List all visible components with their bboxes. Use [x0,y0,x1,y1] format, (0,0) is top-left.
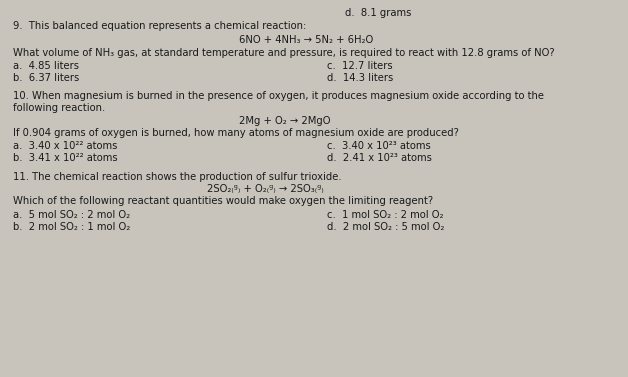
Text: b.  2 mol SO₂ : 1 mol O₂: b. 2 mol SO₂ : 1 mol O₂ [13,222,130,232]
Text: 6NO + 4NH₃ → 5N₂ + 6H₂O: 6NO + 4NH₃ → 5N₂ + 6H₂O [239,35,373,45]
Text: d.  8.1 grams: d. 8.1 grams [345,8,412,18]
Text: a.  3.40 x 10²² atoms: a. 3.40 x 10²² atoms [13,141,117,152]
Text: 2SO₂₍ᵍ₎ + O₂₍ᵍ₎ → 2SO₃₍ᵍ₎: 2SO₂₍ᵍ₎ + O₂₍ᵍ₎ → 2SO₃₍ᵍ₎ [207,184,324,194]
Text: 11. The chemical reaction shows the production of sulfur trioxide.: 11. The chemical reaction shows the prod… [13,172,341,182]
Text: b.  3.41 x 10²² atoms: b. 3.41 x 10²² atoms [13,153,117,164]
Text: What volume of NH₃ gas, at standard temperature and pressure, is required to rea: What volume of NH₃ gas, at standard temp… [13,48,554,58]
Text: If 0.904 grams of oxygen is burned, how many atoms of magnesium oxide are produc: If 0.904 grams of oxygen is burned, how … [13,128,458,138]
Text: b.  6.37 liters: b. 6.37 liters [13,73,78,83]
Text: 10. When magnesium is burned in the presence of oxygen, it produces magnesium ox: 10. When magnesium is burned in the pres… [13,91,544,101]
Text: a.  5 mol SO₂ : 2 mol O₂: a. 5 mol SO₂ : 2 mol O₂ [13,210,130,220]
Text: a.  4.85 liters: a. 4.85 liters [13,61,78,71]
Text: following reaction.: following reaction. [13,103,105,113]
Text: d.  2.41 x 10²³ atoms: d. 2.41 x 10²³ atoms [327,153,431,164]
Text: 2Mg + O₂ → 2MgO: 2Mg + O₂ → 2MgO [239,116,330,126]
Text: d.  14.3 liters: d. 14.3 liters [327,73,392,83]
Text: Which of the following reactant quantities would make oxygen the limiting reagen: Which of the following reactant quantiti… [13,196,433,207]
Text: c.  12.7 liters: c. 12.7 liters [327,61,392,71]
Text: c.  1 mol SO₂ : 2 mol O₂: c. 1 mol SO₂ : 2 mol O₂ [327,210,443,220]
Text: 9.  This balanced equation represents a chemical reaction:: 9. This balanced equation represents a c… [13,21,306,32]
Text: c.  3.40 x 10²³ atoms: c. 3.40 x 10²³ atoms [327,141,430,152]
Text: d.  2 mol SO₂ : 5 mol O₂: d. 2 mol SO₂ : 5 mol O₂ [327,222,444,232]
